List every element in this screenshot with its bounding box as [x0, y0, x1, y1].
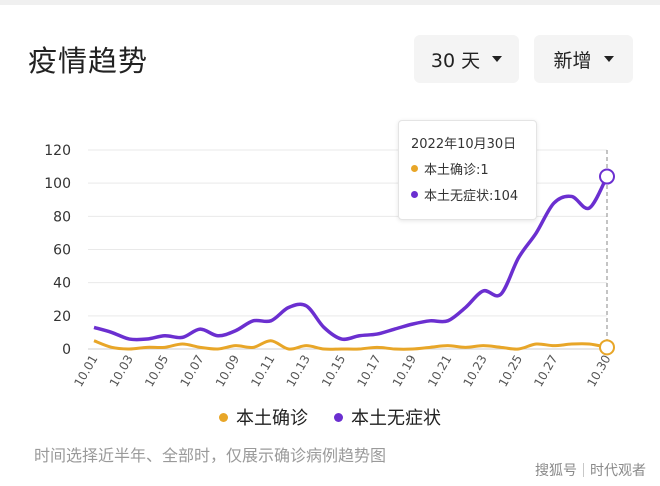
- x-tick-label: 10.07: [177, 353, 206, 390]
- asymptomatic-point-marker: [599, 168, 615, 185]
- legend-item-confirmed[interactable]: 本土确诊: [219, 404, 308, 430]
- x-tick-label: 10.13: [284, 353, 313, 390]
- range-dropdown-label: 30 天: [430, 49, 481, 72]
- y-tick-label: 60: [53, 243, 71, 259]
- x-tick-label: 10.27: [531, 353, 560, 390]
- confirmed-series-line: [93, 339, 608, 351]
- y-tick-label: 20: [53, 309, 71, 325]
- x-tick-label: 10.03: [107, 353, 136, 390]
- x-tick-label: 10.11: [248, 353, 277, 390]
- x-tick-label: 10.23: [460, 353, 489, 390]
- page-title: 疫情趋势: [28, 44, 149, 78]
- tooltip-row-confirmed: 本土确诊:1: [411, 159, 489, 178]
- y-tick-label: 120: [44, 143, 71, 159]
- x-tick-label: 10.01: [71, 353, 100, 390]
- watermark-divider: [583, 463, 584, 477]
- confirmed-point-marker: [599, 339, 615, 356]
- legend-item-asymptomatic[interactable]: 本土无症状: [334, 404, 441, 430]
- x-tick-label: 10.15: [319, 353, 348, 390]
- metric-dropdown[interactable]: 新增: [534, 35, 633, 83]
- y-tick-label: 0: [62, 342, 71, 358]
- x-tick-label: 10.05: [142, 353, 171, 390]
- range-dropdown[interactable]: 30 天: [414, 35, 519, 83]
- legend-label-asymptomatic: 本土无症状: [351, 408, 441, 429]
- y-tick-label: 40: [53, 276, 71, 292]
- tooltip-confirmed-value: 本土确诊:1: [424, 163, 489, 178]
- chart-tooltip: 2022年10月30日 本土确诊:1 本土无症状:104: [398, 120, 537, 220]
- y-tick-label: 100: [44, 176, 71, 192]
- range-note: 时间选择近半年、全部时，仅展示确诊病例趋势图: [34, 446, 387, 465]
- metric-dropdown-label: 新增: [553, 49, 592, 72]
- x-tick-label: 10.09: [213, 353, 242, 390]
- watermark: 搜狐号 时代观者: [535, 460, 646, 480]
- caret-down-icon: [492, 56, 503, 62]
- caret-down-icon: [603, 56, 614, 62]
- tooltip-asymptomatic-value: 本土无症状:104: [424, 189, 519, 204]
- x-tick-label: 10.25: [496, 353, 525, 390]
- x-tick-label: 10.30: [584, 353, 613, 390]
- asymptomatic-dot-icon: [411, 191, 418, 198]
- watermark-author: 时代观者: [590, 463, 646, 479]
- x-tick-label: 10.21: [425, 353, 454, 390]
- chart-legend: 本土确诊 本土无症状: [0, 404, 660, 430]
- top-status-strip: [0, 0, 660, 5]
- tooltip-date: 2022年10月30日: [411, 137, 517, 152]
- asymptomatic-dot-icon: [334, 412, 343, 422]
- legend-label-confirmed: 本土确诊: [236, 408, 308, 429]
- watermark-source: 搜狐号: [535, 463, 577, 479]
- x-tick-label: 10.17: [354, 353, 383, 390]
- tooltip-row-asymptomatic: 本土无症状:104: [411, 185, 518, 204]
- confirmed-dot-icon: [219, 412, 228, 422]
- asymptomatic-series-line: [93, 175, 609, 342]
- confirmed-dot-icon: [411, 165, 418, 172]
- trend-chart[interactable]: 0 20 40 60 80 100 120 10.01 10.03 10.05 10.07 10.0…: [0, 0, 660, 400]
- y-tick-label: 80: [53, 209, 71, 225]
- x-tick-label: 10.19: [390, 353, 419, 390]
